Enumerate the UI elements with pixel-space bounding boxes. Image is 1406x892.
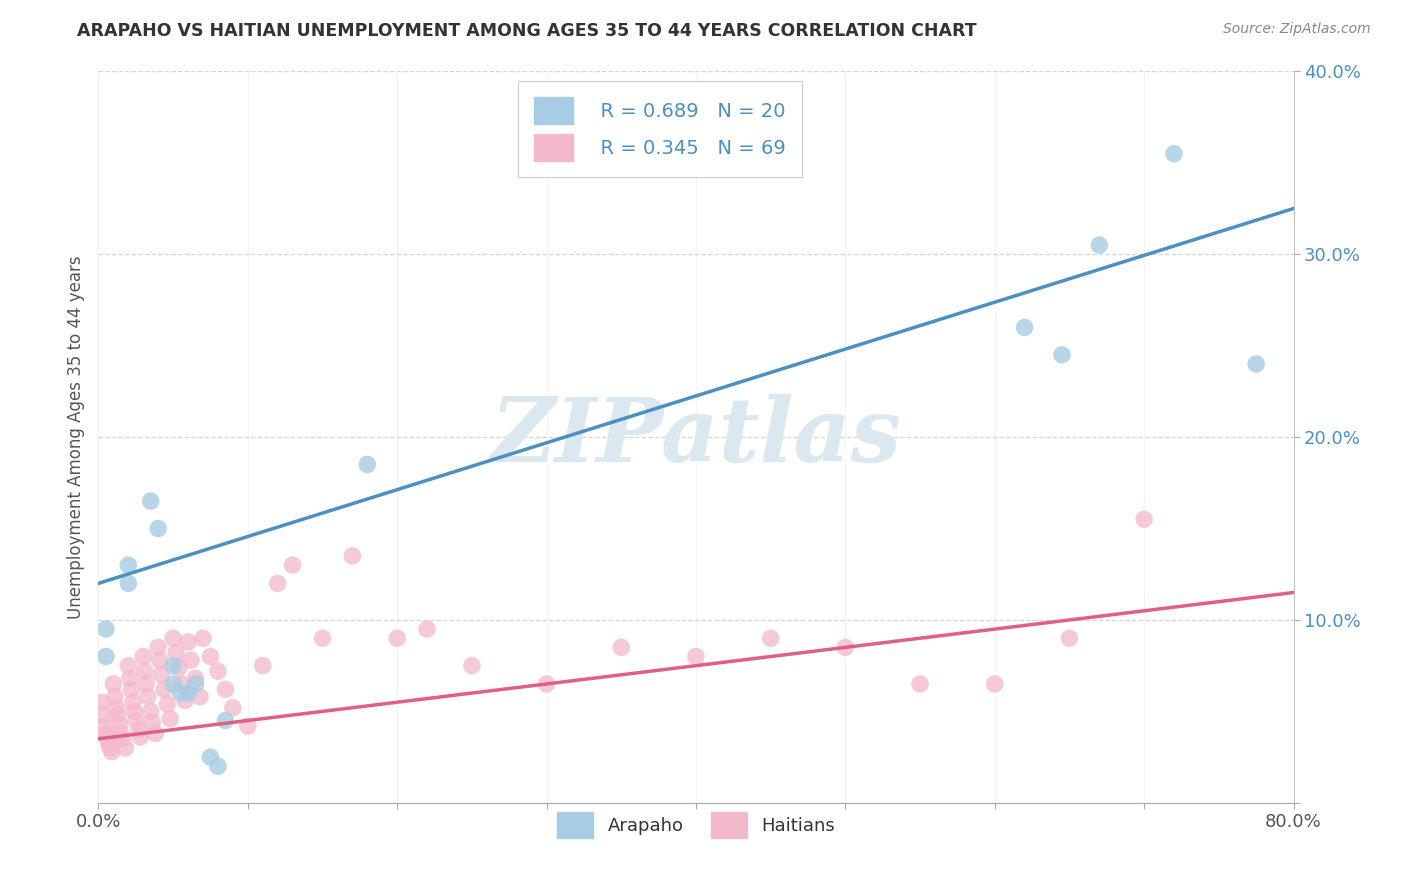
Point — [96, 731, 118, 746]
Point — [207, 759, 229, 773]
Point — [162, 658, 184, 673]
Point — [180, 653, 202, 667]
Point — [128, 723, 150, 737]
Point — [135, 677, 157, 691]
Point — [153, 682, 176, 697]
Point — [184, 672, 207, 686]
Point — [98, 740, 122, 755]
Point — [139, 705, 162, 719]
Point — [156, 697, 179, 711]
Point — [162, 632, 184, 646]
Point — [311, 632, 333, 646]
Point — [610, 640, 633, 655]
Point — [110, 726, 132, 740]
Point — [134, 664, 156, 678]
Point — [461, 658, 484, 673]
Point — [908, 677, 931, 691]
Point — [120, 682, 142, 697]
Point — [207, 664, 229, 678]
Point — [149, 653, 172, 667]
Point — [114, 740, 136, 755]
Point — [191, 632, 214, 646]
Point — [132, 649, 155, 664]
Point — [108, 717, 131, 731]
Point — [125, 714, 148, 728]
Point — [214, 682, 236, 697]
Point — [141, 715, 163, 730]
Point — [1244, 357, 1267, 371]
Point — [342, 549, 364, 563]
Point — [107, 708, 129, 723]
Point — [90, 695, 112, 709]
Point — [1014, 320, 1036, 334]
Point — [136, 690, 159, 704]
Point — [111, 731, 134, 746]
Point — [169, 686, 191, 700]
Point — [91, 708, 114, 723]
Point — [1133, 512, 1156, 526]
Point — [177, 686, 200, 700]
Point — [117, 576, 139, 591]
Point — [124, 705, 146, 719]
Point — [121, 695, 143, 709]
Point — [143, 726, 166, 740]
Point — [1059, 632, 1081, 646]
Text: ARAPAHO VS HAITIAN UNEMPLOYMENT AMONG AGES 35 TO 44 YEARS CORRELATION CHART: ARAPAHO VS HAITIAN UNEMPLOYMENT AMONG AG… — [77, 22, 977, 40]
Point — [222, 700, 245, 714]
Point — [177, 635, 200, 649]
Point — [117, 658, 139, 673]
Point — [139, 494, 162, 508]
Point — [1163, 146, 1185, 161]
Point — [117, 558, 139, 573]
Point — [984, 677, 1007, 691]
Point — [267, 576, 290, 591]
Point — [104, 690, 127, 704]
Point — [101, 745, 124, 759]
Y-axis label: Unemployment Among Ages 35 to 44 years: Unemployment Among Ages 35 to 44 years — [66, 255, 84, 619]
Point — [200, 649, 222, 664]
Point — [1088, 238, 1111, 252]
Point — [174, 693, 197, 707]
Point — [167, 660, 190, 674]
Text: Source: ZipAtlas.com: Source: ZipAtlas.com — [1223, 22, 1371, 37]
Point — [159, 712, 181, 726]
Point — [103, 677, 125, 691]
Point — [416, 622, 439, 636]
Point — [356, 458, 378, 472]
Point — [148, 521, 170, 535]
Point — [184, 677, 207, 691]
Point — [281, 558, 304, 573]
Point — [94, 649, 117, 664]
Point — [236, 719, 259, 733]
Point — [162, 677, 184, 691]
Point — [165, 646, 187, 660]
Point — [759, 632, 782, 646]
Point — [385, 632, 409, 646]
Point — [685, 649, 707, 664]
Point — [93, 719, 115, 733]
Point — [200, 750, 222, 764]
Point — [834, 640, 856, 655]
Point — [172, 677, 194, 691]
Point — [214, 714, 236, 728]
Point — [118, 672, 141, 686]
Point — [148, 640, 170, 655]
Point — [94, 622, 117, 636]
Text: ZIPatlas: ZIPatlas — [491, 394, 901, 480]
Legend: Arapaho, Haitians: Arapaho, Haitians — [550, 805, 842, 845]
Point — [536, 677, 558, 691]
Point — [105, 700, 128, 714]
Point — [188, 690, 211, 704]
Point — [1050, 348, 1073, 362]
Point — [94, 726, 117, 740]
Point — [129, 730, 152, 744]
Point — [252, 658, 274, 673]
Point — [97, 737, 120, 751]
Point — [150, 667, 173, 681]
